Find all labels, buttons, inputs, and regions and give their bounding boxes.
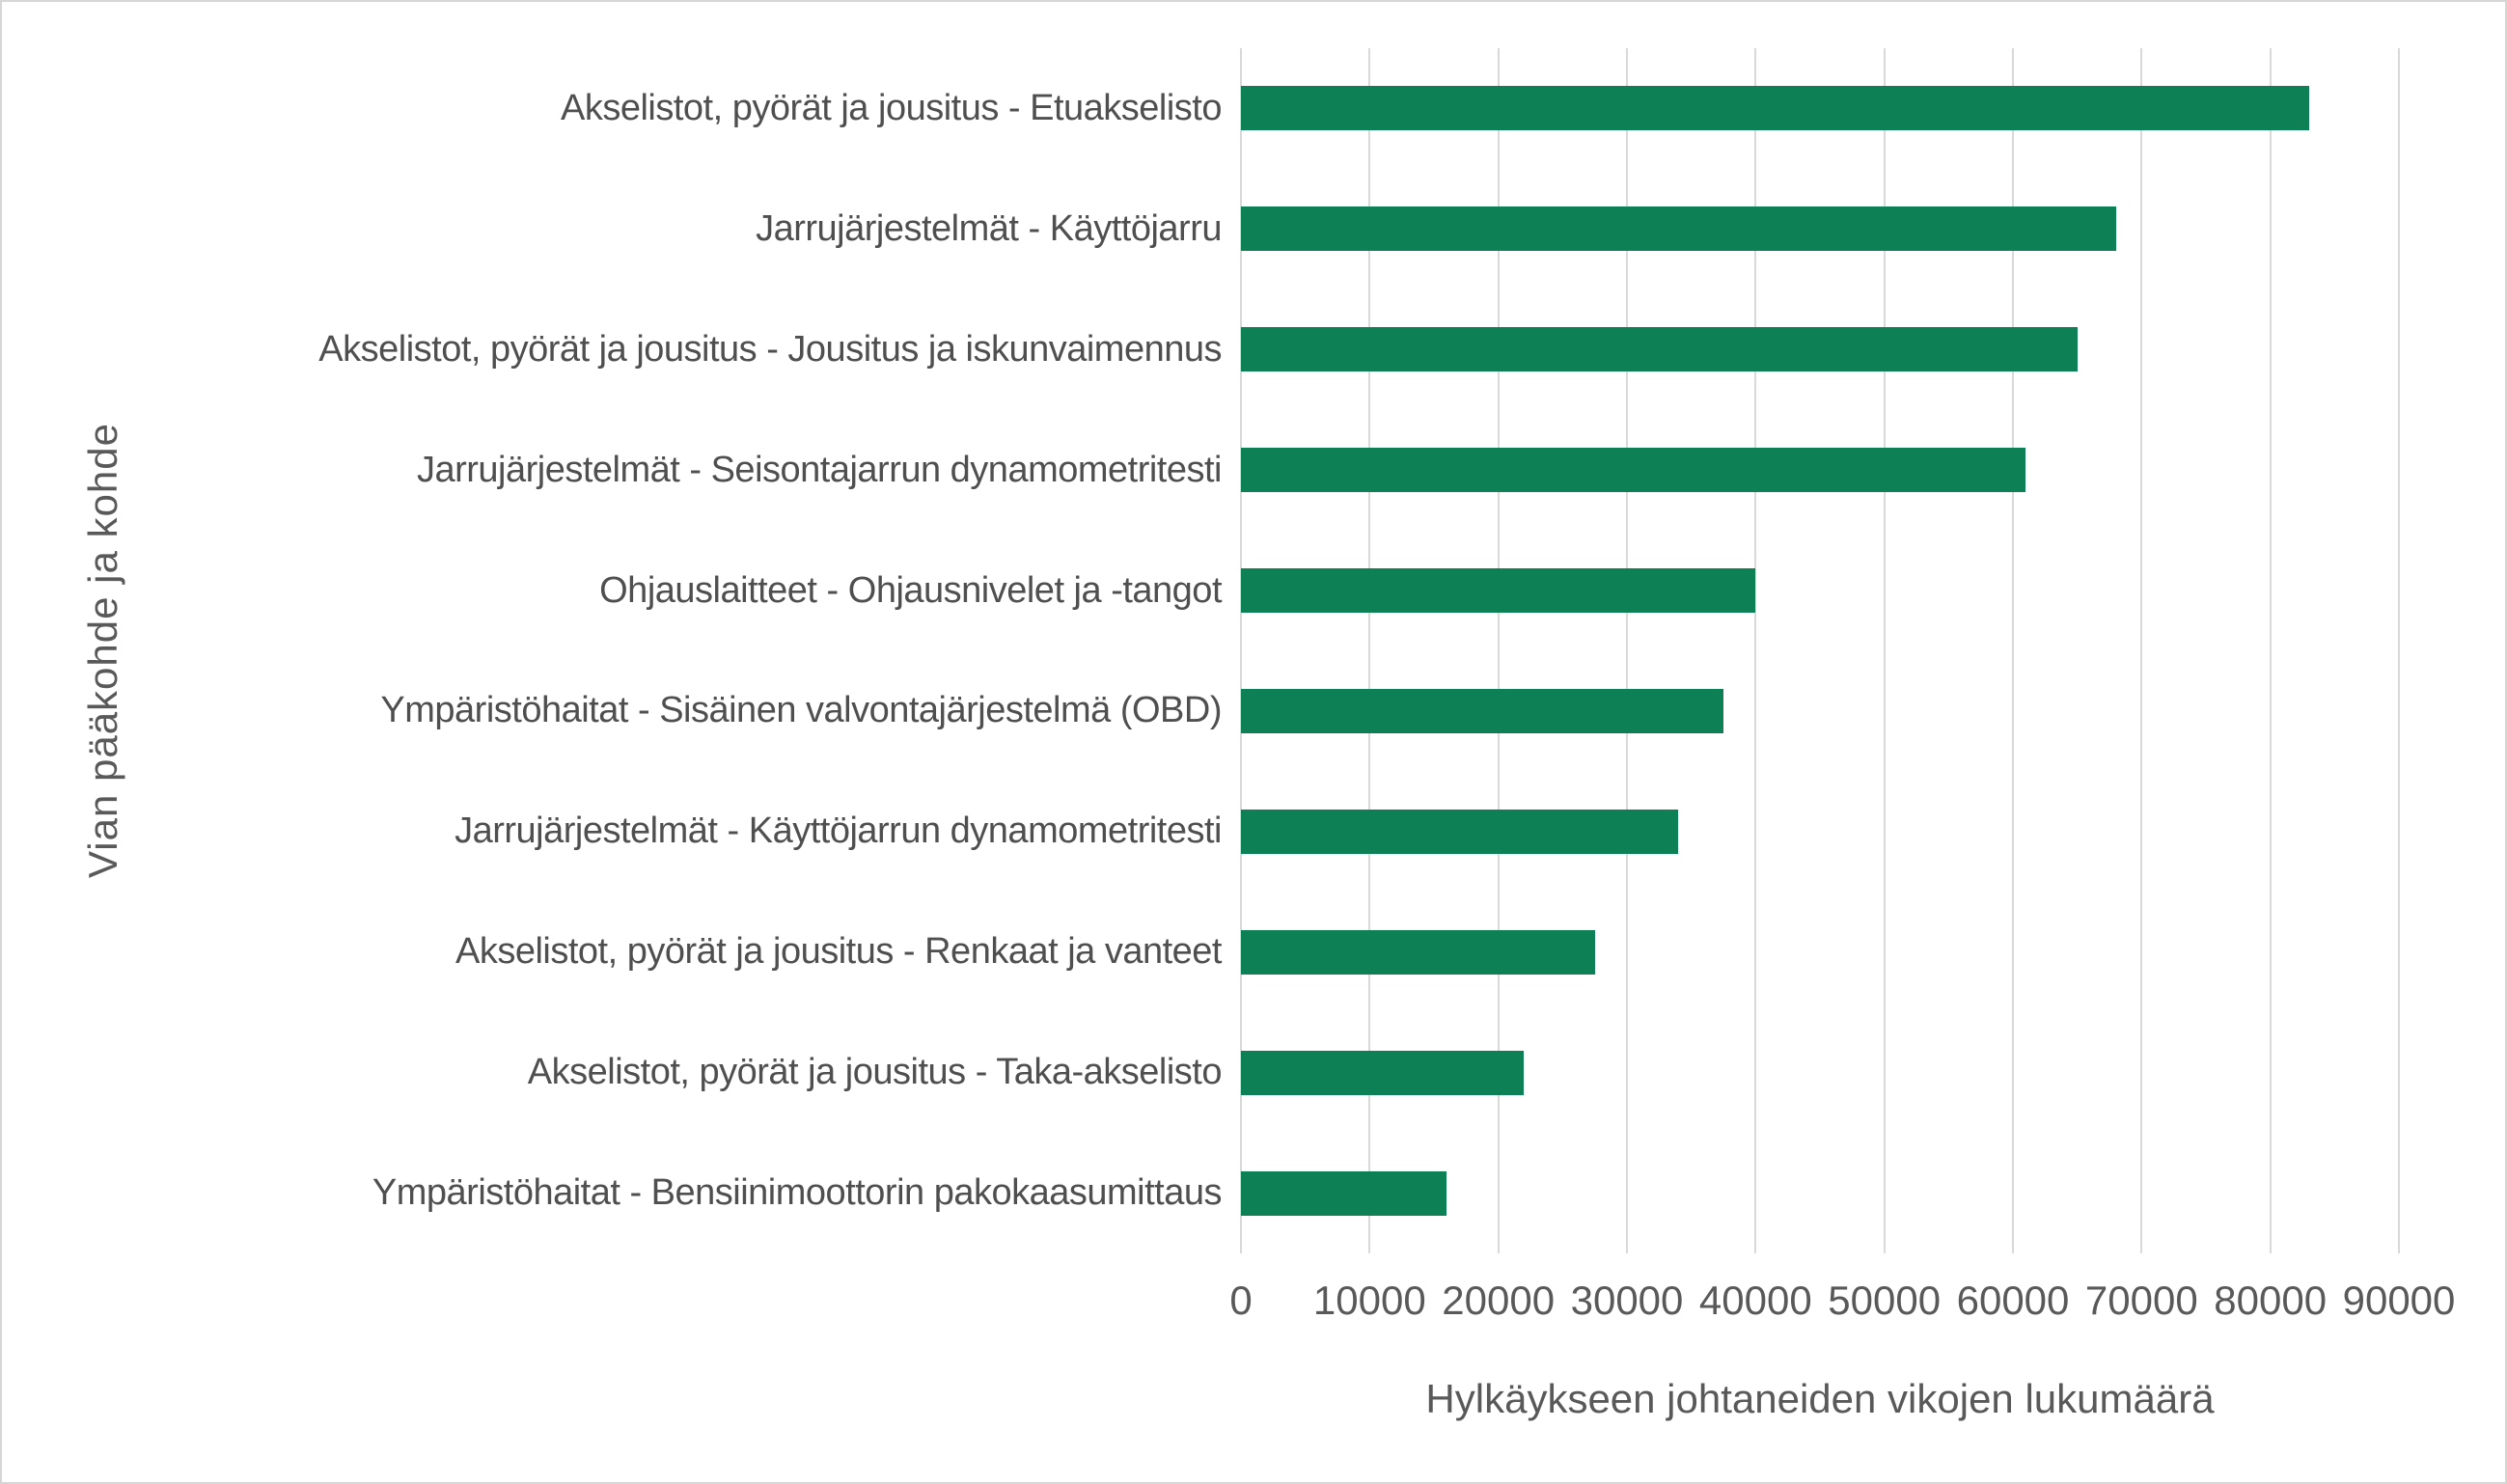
gridline bbox=[2398, 48, 2400, 1253]
x-tick-label: 60000 bbox=[1956, 1278, 2070, 1323]
gridline bbox=[1497, 48, 1500, 1253]
x-tick-label: 90000 bbox=[2342, 1278, 2456, 1323]
bar bbox=[1241, 568, 1756, 614]
x-tick-label: 20000 bbox=[1442, 1278, 1556, 1323]
bar bbox=[1241, 688, 1723, 733]
category-label: Ympäristöhaitat - Sisäinen valvontajärje… bbox=[380, 690, 1222, 731]
category-label: Akselistot, pyörät ja jousitus - Taka-ak… bbox=[527, 1052, 1223, 1093]
gridline bbox=[1625, 48, 1628, 1253]
category-label: Jarrujärjestelmät - Seisontajarrun dynam… bbox=[416, 449, 1223, 490]
bar bbox=[1241, 86, 2309, 131]
bar bbox=[1241, 1170, 1447, 1216]
x-tick-label: 30000 bbox=[1570, 1278, 1684, 1323]
bar bbox=[1241, 1050, 1525, 1095]
gridline bbox=[2140, 48, 2143, 1253]
gridline bbox=[2269, 48, 2272, 1253]
gridline bbox=[1240, 48, 1242, 1253]
category-axis: Akselistot, pyörät ja jousitus - Etuakse… bbox=[164, 48, 1222, 1253]
category-label: Ohjauslaitteet - Ohjausnivelet ja -tango… bbox=[599, 569, 1222, 611]
bar bbox=[1241, 327, 2078, 372]
x-axis-title: Hylkäykseen johtaneiden vikojen lukumäär… bbox=[1425, 1376, 2215, 1421]
x-axis-ticks: 0 10000 20000 30000 40000 50000 60000 70000 8000… bbox=[1229, 1278, 2455, 1332]
gridline bbox=[2011, 48, 2014, 1253]
plot-area bbox=[1240, 48, 2400, 1253]
bar bbox=[1241, 206, 2116, 252]
y-axis-title: Vian pääkohde ja kohde bbox=[80, 423, 125, 879]
category-label: Jarrujärjestelmät - Käyttöjarrun dynamom… bbox=[455, 811, 1222, 852]
bar bbox=[1241, 929, 1595, 975]
x-tick-label: 70000 bbox=[2084, 1278, 2198, 1323]
category-label: Akselistot, pyörät ja jousitus - Etuakse… bbox=[560, 87, 1223, 128]
bar bbox=[1241, 809, 1679, 854]
x-tick-label: 80000 bbox=[2214, 1278, 2328, 1323]
category-label: Akselistot, pyörät ja jousitus - Renkaat… bbox=[455, 931, 1223, 973]
bar bbox=[1241, 448, 2026, 493]
gridline bbox=[1368, 48, 1371, 1253]
x-tick-label: 0 bbox=[1229, 1278, 1253, 1323]
gridline bbox=[1754, 48, 1757, 1253]
category-label: Ympäristöhaitat - Bensiinimoottorin pako… bbox=[372, 1172, 1223, 1214]
x-tick-label: 40000 bbox=[1698, 1278, 1812, 1323]
gridline bbox=[1883, 48, 1886, 1253]
x-tick-label: 10000 bbox=[1312, 1278, 1426, 1323]
x-tick-label: 50000 bbox=[1828, 1278, 1942, 1323]
category-label: Jarrujärjestelmät - Käyttöjarru bbox=[756, 207, 1222, 249]
category-label: Akselistot, pyörät ja jousitus - Jousitu… bbox=[318, 328, 1222, 370]
